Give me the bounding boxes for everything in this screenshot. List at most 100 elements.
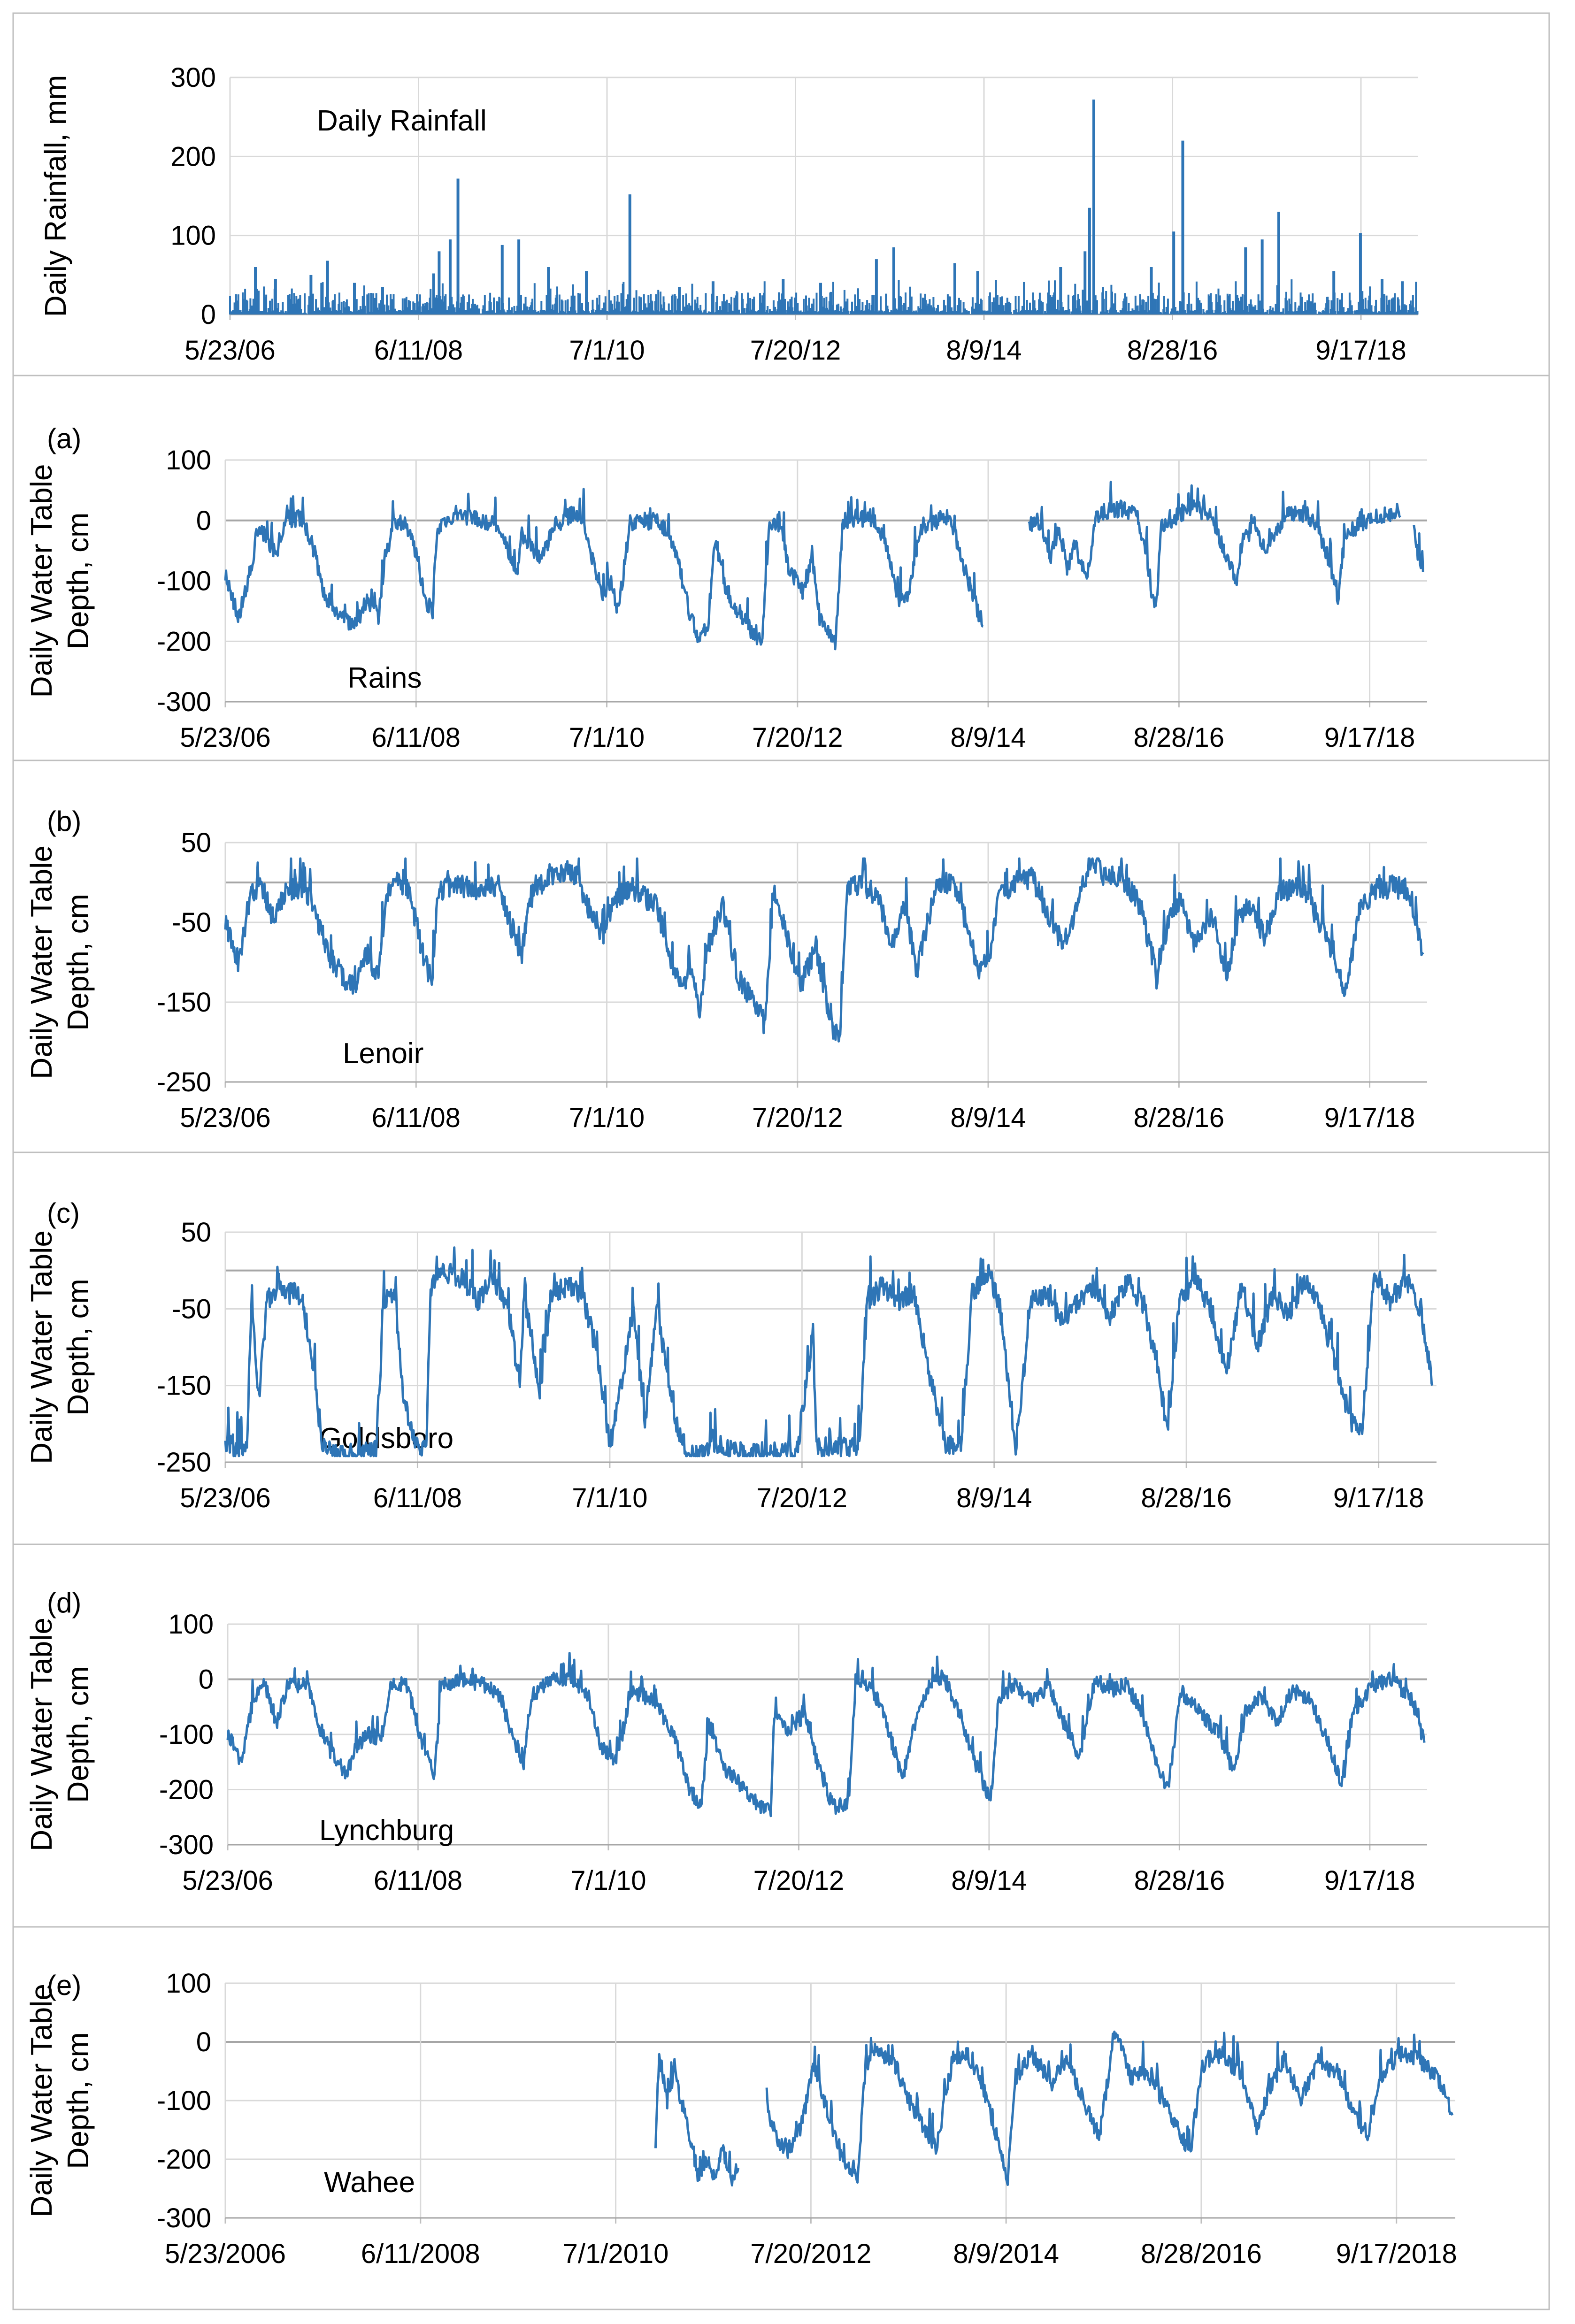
y-axis-label: Daily Water TableDepth, cm: [24, 1230, 95, 1464]
y-tick-label: -300: [157, 687, 211, 717]
x-tick-label: 9/17/18: [1315, 335, 1406, 366]
y-tick-label: 100: [170, 221, 216, 251]
y-tick-label: -50: [172, 1294, 211, 1324]
x-tick-label: 6/11/08: [373, 1483, 462, 1513]
y-tick-label: -250: [157, 1447, 211, 1478]
y-tick-label: 200: [170, 141, 216, 172]
x-tick-label: 5/23/06: [180, 1483, 271, 1513]
panel-frame: [12, 12, 1550, 376]
y-axis-label: Daily Rainfall, mm: [38, 75, 72, 317]
series-annotation: Wahee: [324, 2166, 415, 2199]
x-tick-label: 7/20/2012: [750, 2239, 871, 2269]
x-tick-label: 9/17/18: [1324, 1103, 1415, 1133]
water-table-series-lenoir-0: [224, 857, 1424, 1043]
panel-label: (a): [47, 423, 81, 454]
y-tick-label: -200: [157, 2144, 211, 2175]
y-tick-label: 100: [168, 1609, 214, 1640]
x-tick-label: 8/28/16: [1134, 1865, 1225, 1896]
water-table-series-rains-1: [1028, 481, 1401, 608]
y-axis-label: Daily Water TableDepth, cm: [24, 1984, 95, 2217]
x-tick-label: 8/28/16: [1141, 1483, 1232, 1513]
x-tick-label: 5/23/06: [182, 1865, 273, 1896]
x-tick-label: 8/9/14: [950, 722, 1026, 753]
y-tick-label: -200: [159, 1775, 214, 1805]
x-tick-label: 8/28/16: [1127, 335, 1218, 366]
y-tick-label: 50: [181, 1217, 211, 1248]
water-table-series-rains-2: [1413, 525, 1424, 572]
x-tick-label: 8/9/14: [956, 1483, 1032, 1513]
x-tick-label: 6/11/2008: [361, 2239, 480, 2269]
panel-frame: [12, 375, 1550, 761]
water-table-series-goldsboro-0: [224, 1246, 1434, 1457]
panel-label: (c): [47, 1197, 80, 1229]
x-tick-label: 8/9/14: [946, 335, 1022, 366]
panel-lynchburg: -300 -200 -100 0 100 5/23/06 6/11/08 7/1/10 7/20…: [12, 1543, 1550, 1928]
x-tick-label: 7/20/12: [750, 335, 841, 366]
y-axis-label: Daily Water TableDepth, cm: [24, 1618, 95, 1851]
x-tick-label: 9/17/18: [1333, 1483, 1424, 1513]
x-tick-label: 8/28/2016: [1141, 2239, 1262, 2269]
panel-frame: [12, 759, 1550, 1153]
y-tick-label: 100: [166, 445, 211, 476]
panel-label: (e): [47, 1970, 81, 2001]
y-tick-label: -200: [157, 626, 211, 657]
series-annotation: Lenoir: [343, 1037, 423, 1070]
x-tick-label: 5/23/06: [180, 722, 271, 753]
x-tick-label: 7/1/2010: [563, 2239, 669, 2269]
x-tick-label: 7/1/10: [569, 335, 645, 366]
water-table-series-rains-0: [224, 488, 984, 651]
x-tick-label: 7/1/10: [572, 1483, 647, 1513]
y-tick-label: -250: [157, 1067, 211, 1097]
y-tick-label: -50: [172, 907, 211, 938]
y-tick-label: 100: [166, 1968, 211, 1999]
panel-wahee: -300 -200 -100 0 100 5/23/2006 6/11/2008 7/1/20…: [12, 1926, 1550, 2310]
water-table-series-wahee-1: [765, 2030, 1454, 2186]
x-tick-label: 5/23/06: [184, 335, 276, 366]
y-tick-label: 0: [201, 299, 216, 330]
y-tick-label: -100: [157, 2086, 211, 2116]
y-tick-label: -100: [157, 566, 211, 597]
panel-label: (b): [47, 805, 81, 837]
y-axis-label: Daily Water TableDepth, cm: [24, 464, 95, 698]
y-tick-label: -150: [157, 1371, 211, 1401]
panel-rains: -300 -200 -100 0 100 5/23/06 6/11/08 7/1/10 7/20…: [12, 375, 1550, 761]
y-tick-label: -300: [159, 1830, 214, 1860]
rainfall-bar-noise: [229, 279, 1419, 314]
x-tick-label: 8/9/14: [951, 1865, 1027, 1896]
panel-lenoir: -250 -150 -50 50 5/23/06 6/11/08 7/1/10 7/20/12…: [12, 759, 1550, 1153]
series-annotation: Rains: [347, 662, 422, 694]
water-table-series-lynchburg-0: [226, 1652, 1426, 1818]
y-tick-label: 50: [181, 828, 211, 858]
x-tick-label: 8/28/16: [1134, 1103, 1225, 1133]
y-axis-label: Daily Water TableDepth, cm: [24, 845, 95, 1079]
x-tick-label: 7/20/12: [752, 1103, 843, 1133]
x-tick-label: 7/1/10: [570, 1865, 646, 1896]
rainfall-bars: [229, 100, 1419, 314]
x-tick-label: 9/17/2018: [1336, 2239, 1457, 2269]
series-annotation: Daily Rainfall: [317, 105, 487, 137]
x-tick-label: 6/11/08: [374, 1865, 462, 1896]
x-tick-label: 7/20/12: [757, 1483, 848, 1513]
y-tick-label: -100: [159, 1719, 214, 1750]
x-tick-label: 5/23/2006: [165, 2239, 286, 2269]
y-tick-label: 0: [199, 1664, 214, 1695]
x-tick-label: 8/9/2014: [953, 2239, 1059, 2269]
x-tick-label: 8/28/16: [1134, 722, 1225, 753]
x-tick-label: 5/23/06: [180, 1103, 271, 1133]
y-tick-label: -150: [157, 987, 211, 1018]
x-tick-label: 9/17/18: [1324, 1865, 1415, 1896]
y-tick-label: 0: [196, 2027, 211, 2057]
y-tick-label: 0: [196, 506, 211, 536]
x-tick-label: 7/1/10: [569, 722, 645, 753]
series-annotation: Lynchburg: [319, 1814, 454, 1847]
panel-rain: 0 100 200 300 5/23/06 6/11/08 7/1/10 7/20/12 8/9…: [12, 12, 1550, 376]
water-table-series-wahee-0: [654, 2053, 740, 2187]
y-tick-label: -300: [157, 2203, 211, 2233]
x-tick-label: 7/20/12: [753, 1865, 845, 1896]
x-tick-label: 6/11/08: [372, 722, 461, 753]
panel-frame: [12, 1926, 1550, 2310]
panel-label: (d): [47, 1587, 81, 1618]
x-tick-label: 7/1/10: [569, 1103, 645, 1133]
x-tick-label: 6/11/08: [374, 335, 463, 366]
